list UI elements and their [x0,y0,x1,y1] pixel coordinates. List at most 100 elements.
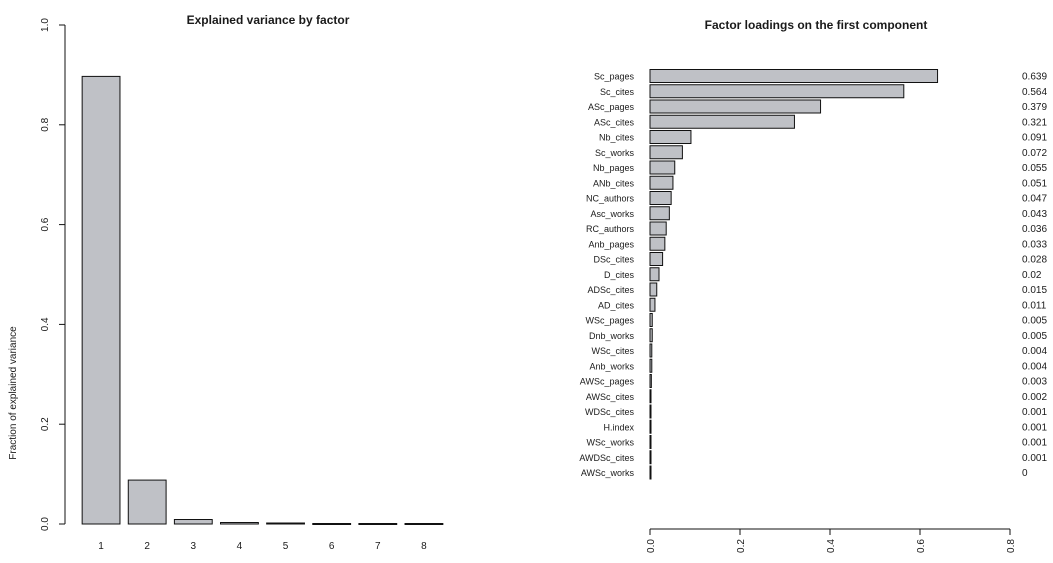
loading-value-label: 0.005 [1022,331,1047,342]
loading-bar [649,130,692,144]
loading-bar [649,252,664,266]
loading-value-label: 0.003 [1022,377,1047,388]
loading-category-label: WSc_cites [591,346,634,356]
loading-category-label: Sc_pages [594,72,635,82]
left-y-axis: 0.0 0.2 0.4 0.6 0.8 1.0 [40,18,66,531]
loading-value-label: 0.055 [1022,163,1047,174]
loading-bar [649,145,683,160]
left-y-tick-label: 0.2 [40,417,51,431]
loading-bar [649,99,822,114]
loading-bar [649,297,656,312]
loading-bar [649,450,652,465]
loading-value-label: 0.001 [1022,422,1047,433]
loading-category-label: D_cites [604,270,635,280]
loading-category-label: Dnb_works [589,331,635,341]
loading-value-label: 0.002 [1022,392,1047,403]
right-x-tick-label: 0.0 [646,539,657,553]
loading-category-label: AD_cites [598,300,635,310]
left-x-tick-label: 4 [237,541,243,552]
left-x-tick-label: 7 [375,541,381,552]
loading-value-label: 0.033 [1022,239,1047,250]
left-x-tick-label: 3 [191,541,197,552]
loading-value-label: 0.001 [1022,438,1047,449]
left-x-tick-label: 1 [98,541,104,552]
loading-value-label: 0.02 [1022,270,1042,281]
loading-value-label: 0.015 [1022,285,1047,296]
variance-bar [127,479,167,525]
loading-bar [649,404,652,419]
variance-bar [81,75,121,525]
right-x-axis: 0.0 0.2 0.4 0.6 0.8 [646,528,1017,553]
loading-value-label: 0.072 [1022,148,1047,159]
loading-bar [649,191,672,205]
loading-bar [649,236,666,251]
left-x-tick-labels: 1 2 3 4 5 6 7 8 [98,541,427,552]
loading-category-label: ASc_cites [594,117,635,127]
loading-category-label: Anb_works [589,361,634,371]
right-x-tick-label: 0.2 [736,539,747,553]
loading-category-label: AWSc_cites [586,392,635,402]
right-chart-title: Factor loadings on the first component [705,18,928,32]
loading-value-label: 0.043 [1022,209,1047,220]
loading-bar [649,389,652,404]
right-x-tick-label: 0.4 [826,539,837,553]
loading-value-label: 0.564 [1022,87,1047,98]
loading-value-label: 0.051 [1022,178,1047,189]
loading-bar [649,160,676,175]
loading-category-label: ANb_cites [593,178,635,188]
loading-value-label: 0 [1022,468,1028,479]
loading-category-label: WSc_pages [585,316,634,326]
loading-category-label: DSc_cites [593,255,634,265]
loading-category-label: Sc_cites [600,87,635,97]
loading-value-label: 0.091 [1022,133,1047,144]
loading-bar [649,267,660,282]
left-x-tick-label: 2 [144,541,150,552]
loading-bar [649,343,653,358]
left-x-tick-label: 8 [421,541,427,552]
left-y-tick-label: 0.8 [40,117,51,131]
left-chart-title: Explained variance by factor [187,13,350,27]
loading-bar [649,465,652,480]
left-y-tick-label: 1.0 [40,18,51,32]
left-y-axis-label: Fraction of explained variance [8,326,19,460]
variance-bar [173,519,213,525]
loading-value-label: 0.004 [1022,361,1047,372]
loading-category-label: RC_authors [586,224,635,234]
loading-value-label: 0.005 [1022,316,1047,327]
loading-value-label: 0.639 [1022,72,1047,83]
loading-category-label: H.index [603,422,634,432]
loading-value-label: 0.001 [1022,407,1047,418]
right-x-tick-label: 0.6 [916,539,927,553]
right-category-labels: Sc_pages Sc_cites ASc_pages ASc_cites Nb_cit… [579,72,634,479]
loading-bar [649,221,667,236]
loading-bar [649,69,939,83]
loading-value-label: 0.379 [1022,102,1047,113]
explained-variance-chart: Explained variance by factor Fraction of… [8,13,444,552]
loading-value-label: 0.047 [1022,194,1047,205]
right-value-labels: 0.639 0.564 0.379 0.321 0.091 0.072 0.055 0.051… [1022,72,1047,480]
left-y-tick-label: 0.0 [40,517,51,531]
variance-bar [312,523,352,526]
left-y-tick-label: 0.6 [40,217,51,231]
loading-category-label: Sc_works [595,148,635,158]
loading-category-label: WSc_works [586,438,634,448]
loading-category-label: AWDSc_cites [579,453,634,463]
loading-category-label: ADSc_cites [587,285,634,295]
variance-bar [404,523,444,526]
loading-bar [649,84,905,99]
loading-category-label: Nb_cites [599,133,635,143]
loading-value-label: 0.011 [1022,300,1047,311]
right-x-tick-label: 0.8 [1006,539,1017,553]
loading-value-label: 0.001 [1022,453,1047,464]
loading-category-label: AWSc_pages [580,377,635,387]
loading-value-label: 0.028 [1022,255,1047,266]
loading-bar [649,328,653,343]
variance-bar [266,522,305,525]
loading-value-label: 0.321 [1022,117,1047,128]
loading-category-label: ASc_pages [588,102,635,112]
loading-bar [649,374,652,388]
left-bars [81,75,444,526]
loading-category-label: NC_authors [586,194,635,204]
variance-bar [220,522,259,525]
